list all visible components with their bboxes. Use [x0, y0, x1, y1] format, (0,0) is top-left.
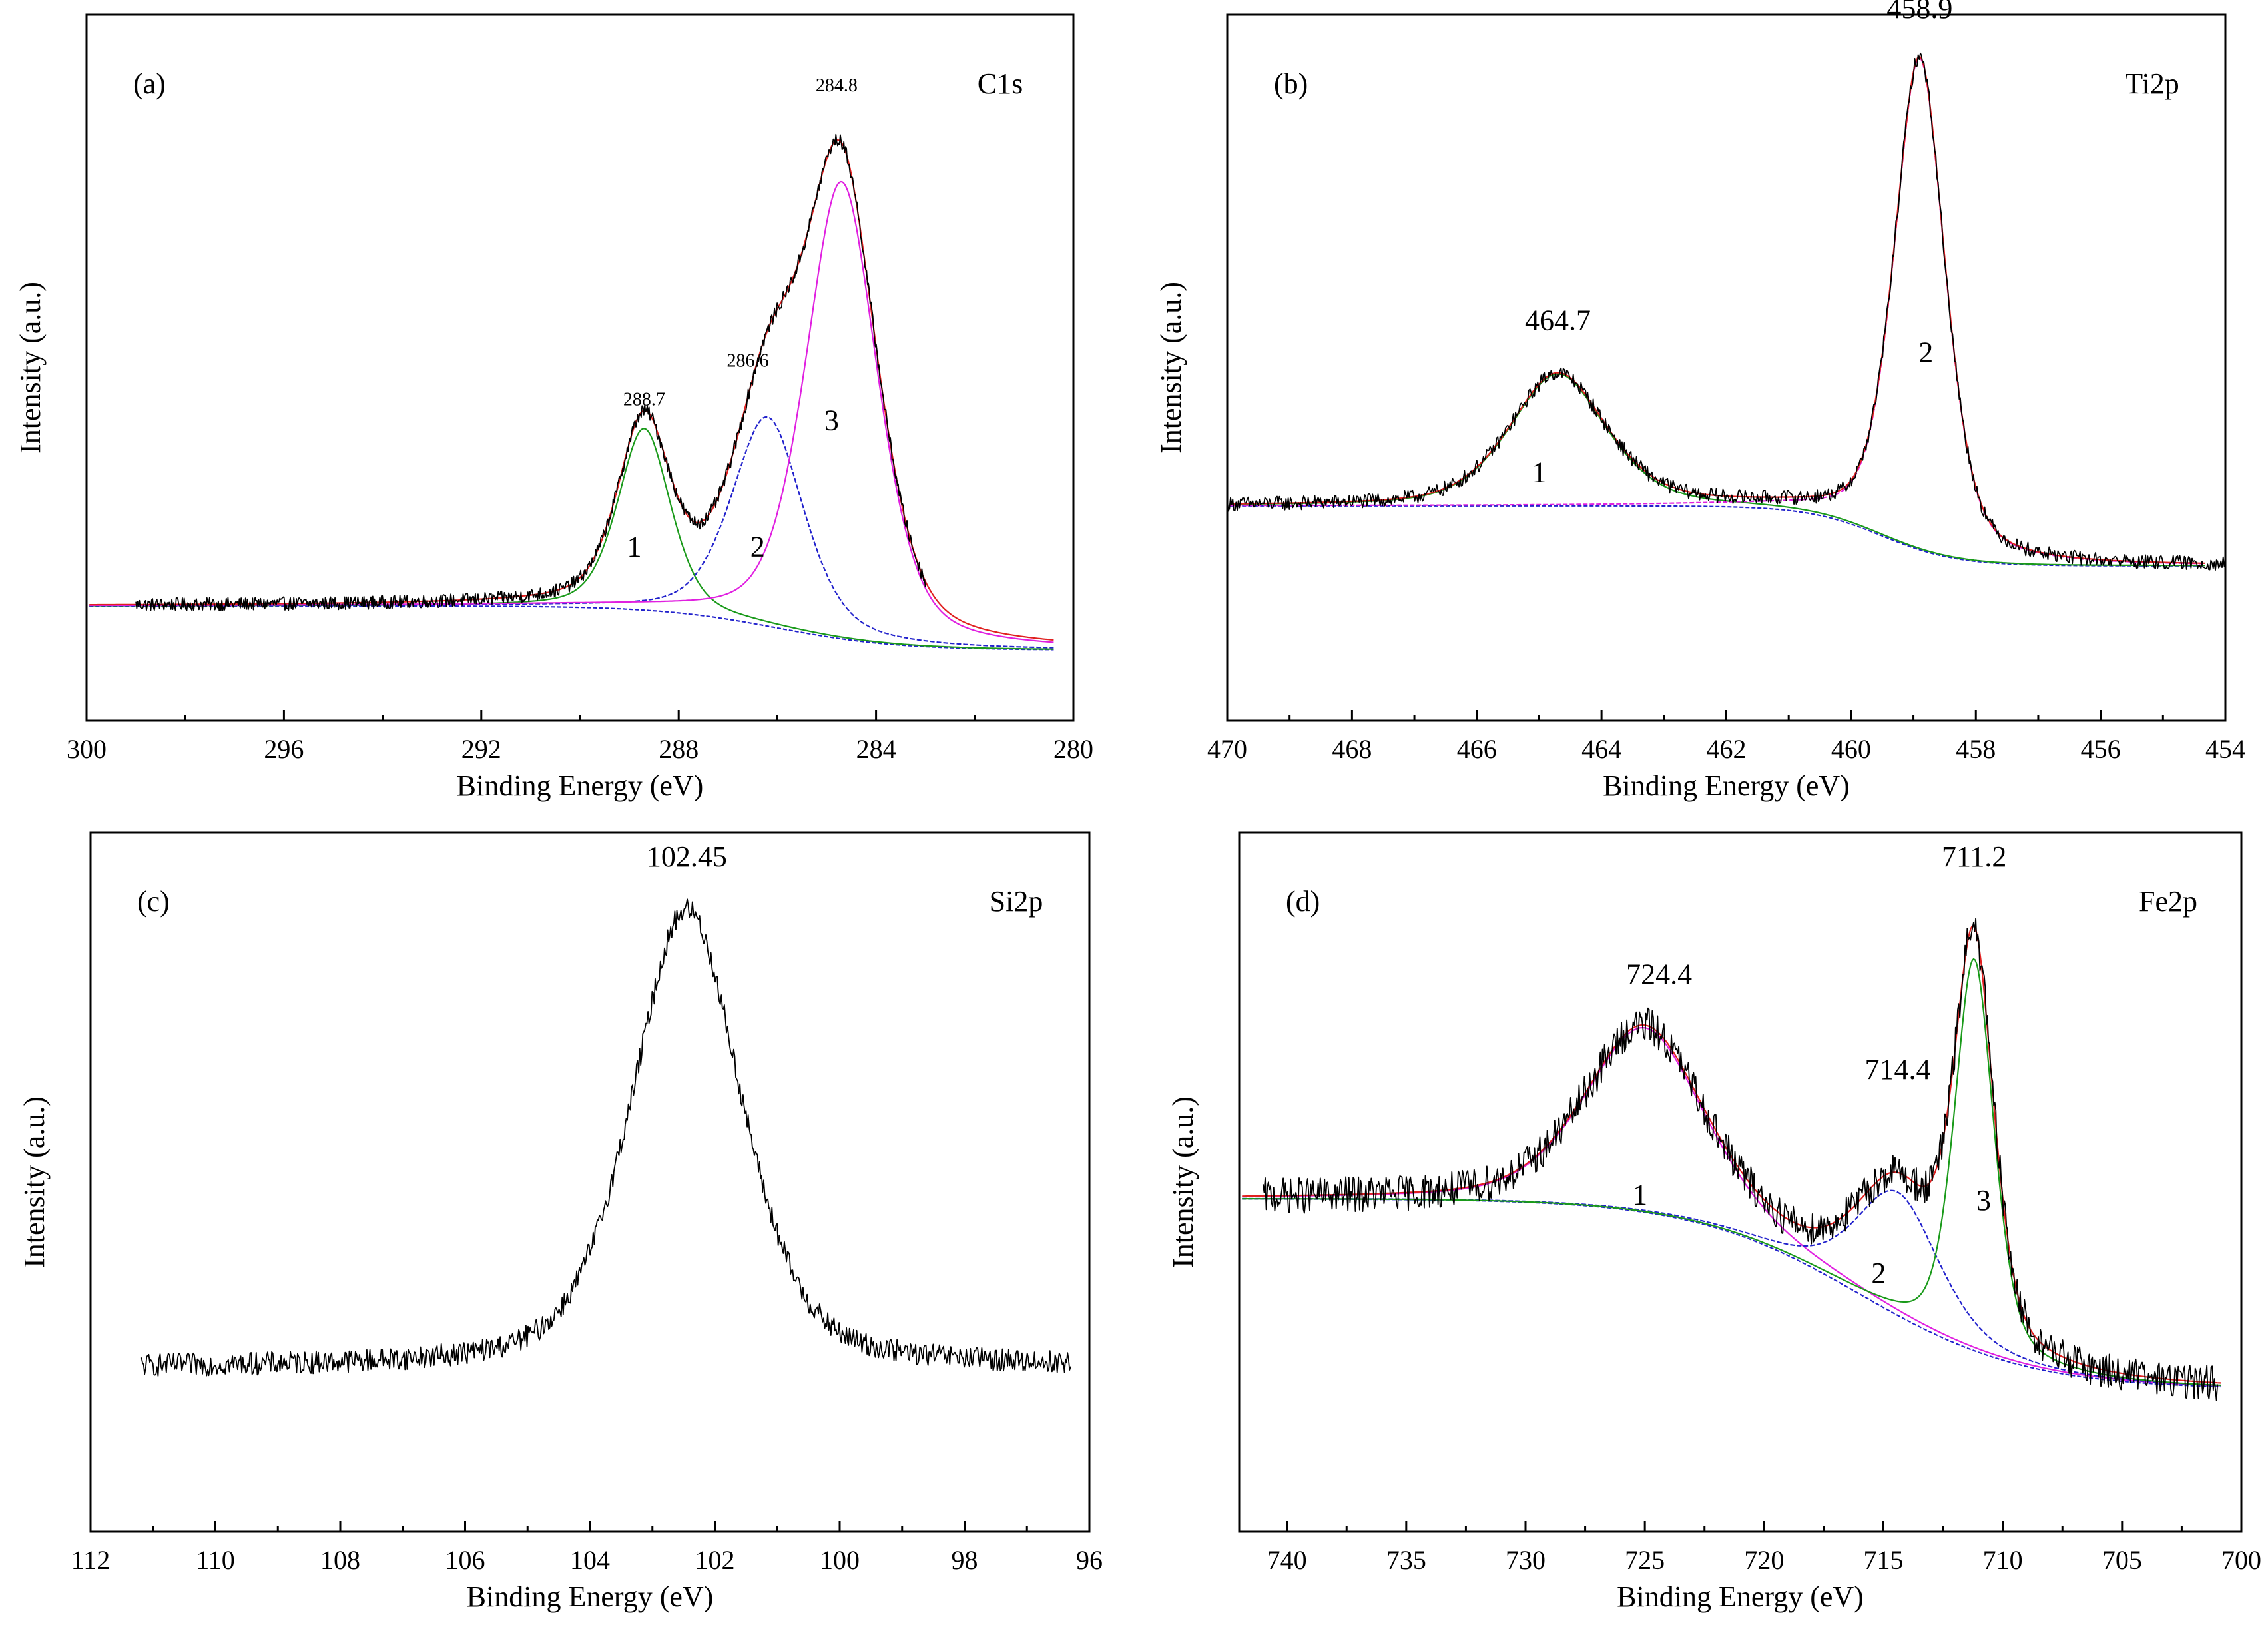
- raw-spectrum: [135, 133, 926, 611]
- panel-letter: (b): [1274, 67, 1308, 100]
- plot-frame: [89, 831, 1091, 1533]
- panel-letter: (c): [137, 885, 170, 918]
- panel-letter: (a): [133, 67, 166, 100]
- element-label: Si2p: [990, 885, 1043, 918]
- x-tick-label: 106: [445, 1545, 485, 1575]
- x-tick-label: 98: [952, 1545, 978, 1575]
- peak-annotation: 458.9: [1886, 0, 1952, 25]
- peak-annotation: 102.45: [647, 840, 727, 873]
- component-label: 3: [824, 404, 839, 436]
- x-axis-title: Binding Energy (eV): [1603, 769, 1850, 802]
- x-axis-title: Binding Energy (eV): [1617, 1580, 1864, 1613]
- x-tick-label: 296: [264, 734, 304, 764]
- x-tick-label: 705: [2102, 1545, 2142, 1575]
- peak-annotation: 284.8: [816, 75, 858, 96]
- element-label: Ti2p: [2125, 67, 2179, 100]
- y-axis-title: Intensity (a.u.): [1167, 1096, 1199, 1268]
- x-tick-label: 466: [1457, 734, 1497, 764]
- x-tick-label: 464: [1581, 734, 1621, 764]
- x-tick-label: 96: [1076, 1545, 1103, 1575]
- x-tick-label: 284: [856, 734, 896, 764]
- fit-component-3: [1242, 958, 2221, 1387]
- x-tick-label: 104: [570, 1545, 610, 1575]
- x-tick-label: 280: [1053, 734, 1093, 764]
- background-line: [1242, 1198, 2221, 1388]
- x-axis-title: Binding Energy (eV): [467, 1580, 714, 1613]
- x-tick-label: 456: [2081, 734, 2121, 764]
- component-label: 2: [1871, 1257, 1886, 1289]
- fit-component-1: [1242, 1026, 2221, 1387]
- peak-annotation: 714.4: [1865, 1053, 1931, 1086]
- raw-spectrum: [1227, 52, 2226, 571]
- component-label: 1: [1532, 456, 1546, 489]
- fit-envelope: [1230, 55, 2206, 564]
- plot-frame: [85, 13, 1075, 722]
- panel-ti2p: 470 468 466 464 462 460 458 456 454 Binding Energ…: [1155, 0, 2245, 802]
- y-axis-title: Intensity (a.u.): [14, 282, 47, 454]
- component-label: 2: [1918, 336, 1933, 369]
- plot-frame: [1226, 13, 2227, 722]
- x-tick-label: 292: [461, 734, 501, 764]
- x-tick-label: 108: [320, 1545, 360, 1575]
- fit-envelope: [89, 139, 1054, 641]
- x-tick-label: 730: [1506, 1545, 1546, 1575]
- peak-annotation: 464.7: [1525, 304, 1591, 336]
- x-tick-label: 740: [1267, 1545, 1307, 1575]
- x-tick-label: 110: [196, 1545, 235, 1575]
- x-tick-label: 710: [1983, 1545, 2023, 1575]
- x-tick-label: 100: [820, 1545, 860, 1575]
- background-line: [89, 605, 1054, 651]
- component-label: 3: [1976, 1184, 1991, 1217]
- component-label: 1: [627, 530, 642, 563]
- x-tick-label: 715: [1864, 1545, 1904, 1575]
- plot-frame: [1238, 831, 2243, 1533]
- fit-component-2: [1230, 57, 2205, 565]
- x-tick-label: 102: [695, 1545, 735, 1575]
- x-tick-label: 458: [1956, 734, 1996, 764]
- raw-spectrum: [140, 898, 1071, 1377]
- panel-fe2p: 740 735 730 725 720 715 710 705 700 Binding Energ…: [1167, 831, 2261, 1613]
- y-axis-title: Intensity (a.u.): [18, 1096, 51, 1268]
- raw-spectrum: [1262, 918, 2219, 1401]
- x-tick-label: 725: [1625, 1545, 1665, 1575]
- x-tick-label: 470: [1207, 734, 1247, 764]
- y-axis-title: Intensity (a.u.): [1155, 282, 1187, 454]
- x-tick-label: 462: [1707, 734, 1747, 764]
- fit-component-1: [1230, 373, 2205, 567]
- peak-annotation: 711.2: [1942, 840, 2006, 873]
- panel-c1s: 300 296 292 288 284 280 Binding Energy (eV) Int…: [14, 13, 1093, 802]
- x-tick-label: 454: [2205, 734, 2245, 764]
- component-label: 1: [1633, 1179, 1647, 1211]
- panel-letter: (d): [1286, 885, 1320, 918]
- x-tick-label: 735: [1386, 1545, 1426, 1575]
- panel-si2p: 112 110 108 106 104 102 100 98 96 Binding Energy …: [18, 831, 1103, 1613]
- fit-component-3: [89, 180, 1054, 643]
- peak-annotation: 286.6: [726, 351, 768, 372]
- x-tick-label: 112: [71, 1545, 111, 1575]
- x-tick-label: 720: [1744, 1545, 1784, 1575]
- peak-annotation: 288.7: [623, 389, 665, 410]
- element-label: Fe2p: [2139, 885, 2197, 918]
- x-axis-title: Binding Energy (eV): [457, 769, 704, 802]
- x-tick-label: 700: [2221, 1545, 2261, 1575]
- x-tick-label: 288: [659, 734, 699, 764]
- element-label: C1s: [978, 67, 1023, 100]
- x-tick-label: 468: [1332, 734, 1372, 764]
- x-tick-label: 300: [67, 734, 107, 764]
- peak-annotation: 724.4: [1626, 958, 1692, 990]
- component-label: 2: [750, 530, 765, 563]
- x-tick-label: 460: [1831, 734, 1871, 764]
